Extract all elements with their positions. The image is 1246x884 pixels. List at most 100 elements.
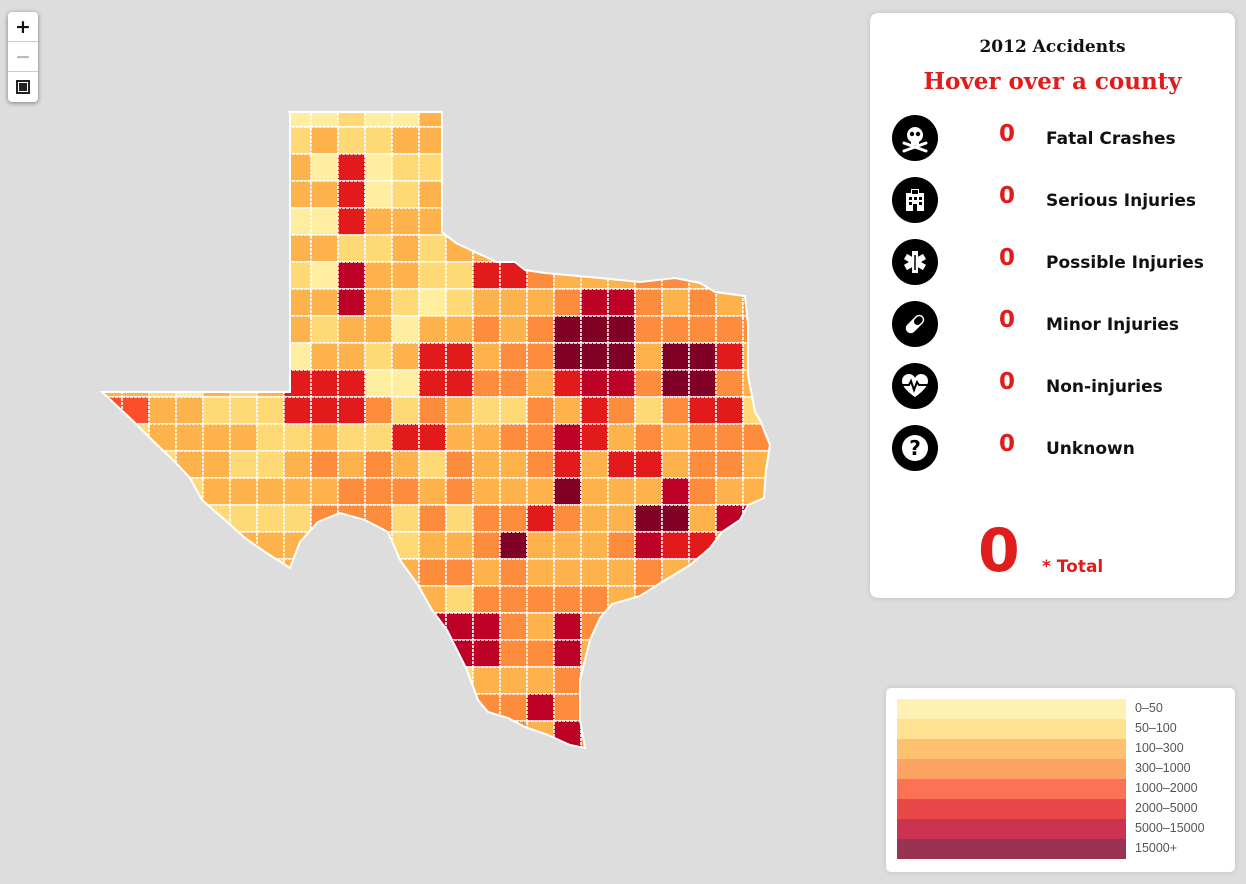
- county[interactable]: [526, 666, 555, 695]
- county[interactable]: [364, 558, 393, 587]
- county[interactable]: [445, 450, 474, 479]
- county[interactable]: [526, 369, 555, 398]
- county[interactable]: [445, 396, 474, 425]
- county[interactable]: [499, 666, 528, 695]
- county[interactable]: [769, 396, 797, 425]
- county[interactable]: [769, 180, 797, 209]
- county[interactable]: [553, 100, 582, 128]
- county[interactable]: [391, 315, 420, 344]
- county[interactable]: [310, 531, 339, 560]
- county[interactable]: [337, 693, 366, 722]
- county[interactable]: [148, 207, 177, 236]
- county[interactable]: [175, 423, 204, 452]
- county[interactable]: [121, 342, 150, 371]
- county[interactable]: [742, 639, 770, 668]
- county[interactable]: [499, 423, 528, 452]
- county[interactable]: [526, 612, 555, 641]
- county[interactable]: [148, 234, 177, 263]
- county[interactable]: [607, 504, 636, 533]
- county[interactable]: [634, 639, 663, 668]
- county[interactable]: [661, 423, 690, 452]
- county[interactable]: [256, 585, 285, 614]
- county[interactable]: [445, 126, 474, 155]
- county[interactable]: [202, 585, 231, 614]
- county[interactable]: [526, 207, 555, 236]
- county[interactable]: [310, 180, 339, 209]
- county[interactable]: [121, 666, 150, 695]
- county[interactable]: [148, 531, 177, 560]
- county[interactable]: [634, 396, 663, 425]
- county[interactable]: [256, 666, 285, 695]
- county[interactable]: [310, 342, 339, 371]
- county[interactable]: [364, 720, 393, 748]
- county[interactable]: [229, 100, 258, 128]
- county[interactable]: [337, 639, 366, 668]
- county[interactable]: [256, 342, 285, 371]
- county[interactable]: [391, 504, 420, 533]
- county[interactable]: [472, 396, 501, 425]
- county[interactable]: [526, 504, 555, 533]
- county[interactable]: [553, 558, 582, 587]
- county[interactable]: [202, 450, 231, 479]
- county[interactable]: [661, 207, 690, 236]
- county[interactable]: [688, 666, 717, 695]
- county[interactable]: [337, 261, 366, 290]
- county[interactable]: [526, 342, 555, 371]
- county[interactable]: [175, 207, 204, 236]
- county[interactable]: [121, 396, 150, 425]
- county[interactable]: [472, 207, 501, 236]
- county[interactable]: [715, 207, 744, 236]
- county[interactable]: [418, 288, 447, 317]
- county[interactable]: [472, 100, 501, 128]
- county[interactable]: [769, 666, 797, 695]
- county[interactable]: [337, 747, 366, 775]
- county[interactable]: [148, 261, 177, 290]
- county[interactable]: [283, 720, 312, 748]
- county[interactable]: [229, 693, 258, 722]
- county[interactable]: [202, 315, 231, 344]
- county[interactable]: [175, 639, 204, 668]
- fit-bounds-button[interactable]: [8, 72, 38, 102]
- county[interactable]: [202, 666, 231, 695]
- county[interactable]: [283, 180, 312, 209]
- county[interactable]: [256, 100, 285, 128]
- county[interactable]: [661, 342, 690, 371]
- county[interactable]: [391, 720, 420, 748]
- county[interactable]: [526, 585, 555, 614]
- county[interactable]: [607, 558, 636, 587]
- county[interactable]: [229, 180, 258, 209]
- county[interactable]: [202, 100, 231, 128]
- county[interactable]: [715, 585, 744, 614]
- county[interactable]: [148, 504, 177, 533]
- county[interactable]: [445, 423, 474, 452]
- county[interactable]: [553, 396, 582, 425]
- county[interactable]: [499, 261, 528, 290]
- county[interactable]: [229, 207, 258, 236]
- county[interactable]: [580, 747, 609, 775]
- county[interactable]: [364, 369, 393, 398]
- county[interactable]: [175, 477, 204, 506]
- county[interactable]: [634, 180, 663, 209]
- county[interactable]: [661, 315, 690, 344]
- county[interactable]: [337, 100, 366, 128]
- county[interactable]: [715, 720, 744, 748]
- county[interactable]: [769, 234, 797, 263]
- county[interactable]: [580, 531, 609, 560]
- county[interactable]: [661, 100, 690, 128]
- county[interactable]: [148, 666, 177, 695]
- county[interactable]: [742, 747, 770, 775]
- county[interactable]: [634, 423, 663, 452]
- county[interactable]: [688, 342, 717, 371]
- county[interactable]: [472, 558, 501, 587]
- county[interactable]: [607, 126, 636, 155]
- county[interactable]: [95, 558, 123, 587]
- county[interactable]: [499, 612, 528, 641]
- county[interactable]: [553, 369, 582, 398]
- county[interactable]: [607, 234, 636, 263]
- county[interactable]: [661, 504, 690, 533]
- county[interactable]: [337, 720, 366, 748]
- county[interactable]: [688, 153, 717, 182]
- county[interactable]: [229, 423, 258, 452]
- county[interactable]: [391, 531, 420, 560]
